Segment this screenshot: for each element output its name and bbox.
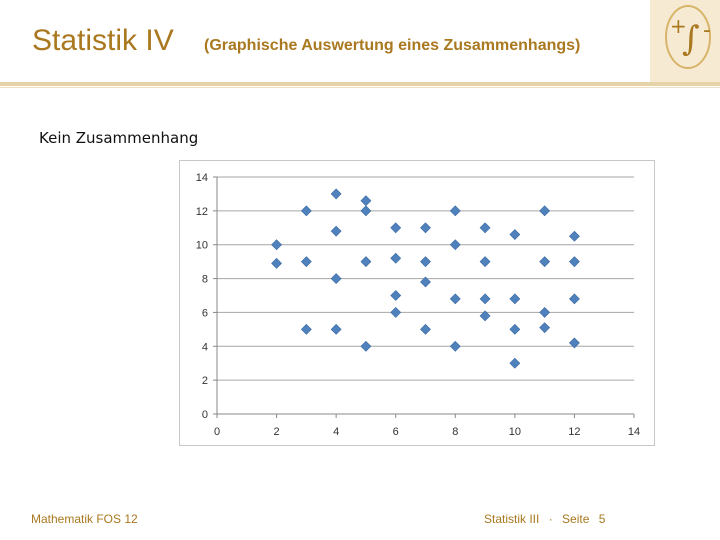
data-point-23 — [449, 293, 461, 305]
data-point-32 — [509, 357, 521, 369]
data-point-21 — [449, 205, 461, 217]
slide-subtitle: (Graphische Auswertung eines Zusammenhan… — [204, 37, 581, 54]
x-tick-label-12: 12 — [568, 426, 580, 438]
data-point-18 — [420, 256, 431, 268]
data-point-38 — [569, 256, 580, 268]
footer-page-number: 5 — [598, 512, 606, 526]
header-divider — [0, 82, 720, 86]
x-tick-label-14: 14 — [628, 426, 640, 438]
data-point-13 — [390, 222, 402, 234]
data-point-2 — [300, 205, 312, 217]
data-point-31 — [509, 323, 521, 335]
scatter-chart: 0 2 4 6 8 10 12 14 0 2 4 6 8 10 12 14 — [196, 172, 640, 438]
x-tick-label-4: 4 — [333, 426, 339, 438]
x-tick-label-6: 6 — [393, 426, 399, 438]
svg-text:∫: ∫ — [682, 19, 700, 59]
data-point-28 — [479, 310, 491, 322]
data-point-34 — [539, 256, 551, 268]
data-point-39 — [569, 293, 580, 305]
data-point-10 — [360, 205, 372, 217]
slide-title: Statistik IV — [32, 24, 174, 57]
y-tick-label-10: 10 — [196, 240, 208, 252]
x-tick-label-0: 0 — [214, 426, 220, 438]
y-tick-label-0: 0 — [202, 409, 208, 421]
data-point-0 — [271, 239, 282, 251]
logo: + ∫ - — [650, 0, 720, 82]
y-tick-label-2: 2 — [202, 375, 208, 387]
footer-page-label: Seite — [562, 512, 590, 526]
data-point-27 — [479, 293, 491, 305]
x-tick-label-2: 2 — [274, 426, 280, 438]
data-point-15 — [390, 290, 402, 301]
header-divider-thin — [0, 87, 720, 88]
y-tick-label-8: 8 — [202, 274, 208, 286]
x-tick-labels: 0 2 4 6 8 10 12 14 — [214, 426, 640, 438]
data-point-16 — [390, 307, 402, 318]
x-tick-label-10: 10 — [509, 426, 521, 438]
data-point-33 — [539, 205, 551, 217]
data-point-36 — [539, 322, 551, 334]
data-points — [271, 188, 580, 369]
data-point-4 — [300, 323, 312, 335]
x-tick-label-8: 8 — [452, 426, 458, 438]
data-point-37 — [569, 230, 580, 242]
axes — [213, 176, 635, 418]
svg-text:+: + — [670, 14, 687, 38]
data-point-9 — [360, 195, 372, 207]
data-point-35 — [539, 307, 551, 318]
footer-course: Mathematik FOS 12 — [31, 512, 138, 526]
data-point-17 — [420, 222, 431, 234]
footer-section: Statistik III — [484, 512, 540, 526]
grid-lines — [217, 176, 634, 381]
data-point-26 — [479, 256, 491, 268]
integral-plus-minus-icon: + ∫ - — [665, 5, 711, 69]
data-point-29 — [509, 229, 521, 240]
chart-title: Kein Zusammenhang — [39, 129, 199, 147]
data-point-22 — [449, 239, 461, 251]
data-point-14 — [390, 252, 402, 264]
data-point-12 — [360, 340, 372, 352]
y-tick-label-4: 4 — [202, 341, 208, 353]
data-point-8 — [330, 323, 342, 335]
y-tick-label-12: 12 — [196, 206, 208, 218]
footer-page-info: Statistik III · Seite 5 — [484, 512, 611, 526]
data-point-6 — [330, 225, 342, 237]
svg-text:-: - — [703, 18, 711, 43]
data-point-1 — [271, 257, 282, 269]
y-tick-labels: 0 2 4 6 8 10 12 14 — [196, 172, 208, 421]
data-point-24 — [449, 340, 461, 352]
data-point-20 — [420, 323, 431, 335]
data-point-7 — [330, 273, 342, 284]
data-point-3 — [300, 256, 312, 268]
data-point-19 — [420, 276, 431, 288]
footer-separator: · — [548, 512, 553, 526]
data-point-5 — [330, 188, 342, 200]
data-point-40 — [569, 337, 580, 349]
y-tick-label-14: 14 — [196, 172, 208, 184]
y-tick-label-6: 6 — [202, 307, 208, 319]
data-point-30 — [509, 293, 521, 305]
data-point-11 — [360, 256, 372, 268]
data-point-25 — [479, 222, 491, 234]
